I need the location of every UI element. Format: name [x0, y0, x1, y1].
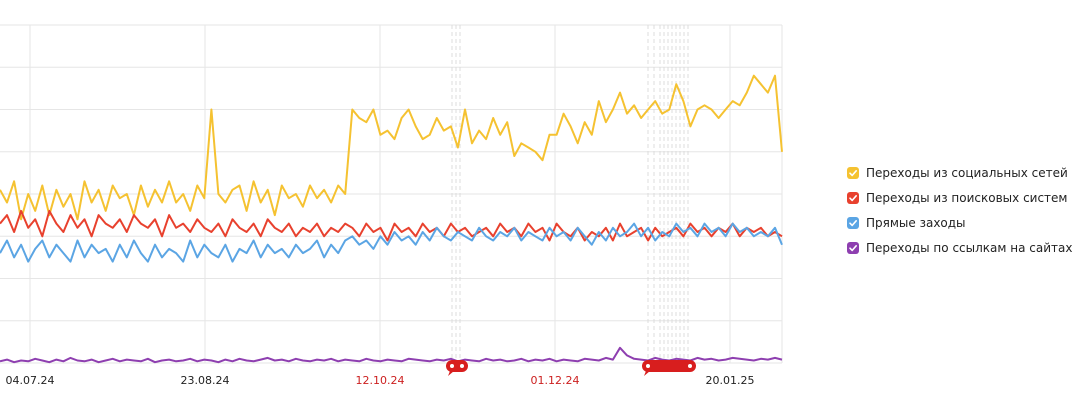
event-marker-group[interactable]: [642, 360, 696, 376]
legend-label: Переходы по ссылкам на сайтах: [866, 240, 1073, 255]
event-marker[interactable]: [446, 360, 468, 376]
checkbox-icon[interactable]: [847, 241, 859, 254]
legend-label: Прямые заходы: [866, 215, 966, 230]
holiday-bands: [451, 25, 689, 363]
series-line-0: [0, 74, 783, 221]
x-tick-label: 01.12.24: [531, 374, 580, 387]
x-tick-label: 12.10.24: [356, 374, 405, 387]
legend-item-links[interactable]: Переходы по ссылкам на сайтах: [847, 235, 1072, 260]
legend-label: Переходы из социальных сетей: [866, 165, 1068, 180]
series-lines: [0, 74, 783, 364]
series-line-3: [0, 346, 783, 364]
legend: Переходы из социальных сетей Переходы из…: [847, 160, 1072, 260]
checkbox-icon[interactable]: [847, 166, 859, 179]
checkbox-icon[interactable]: [847, 216, 859, 229]
series-line-2: [0, 222, 783, 263]
x-tick-label: 04.07.24: [6, 374, 55, 387]
legend-item-search[interactable]: Переходы из поисковых систем: [847, 185, 1072, 210]
x-tick-label: 23.08.24: [181, 374, 230, 387]
legend-label: Переходы из поисковых систем: [866, 190, 1068, 205]
checkbox-icon[interactable]: [847, 191, 859, 204]
legend-item-social[interactable]: Переходы из социальных сетей: [847, 160, 1072, 185]
x-axis: 04.07.24 23.08.24 12.10.24 01.12.24 20.01.25: [6, 374, 755, 387]
x-tick-label: 20.01.25: [706, 374, 755, 387]
legend-item-direct[interactable]: Прямые заходы: [847, 210, 1072, 235]
grid: [0, 24, 783, 364]
event-markers: [446, 360, 696, 376]
